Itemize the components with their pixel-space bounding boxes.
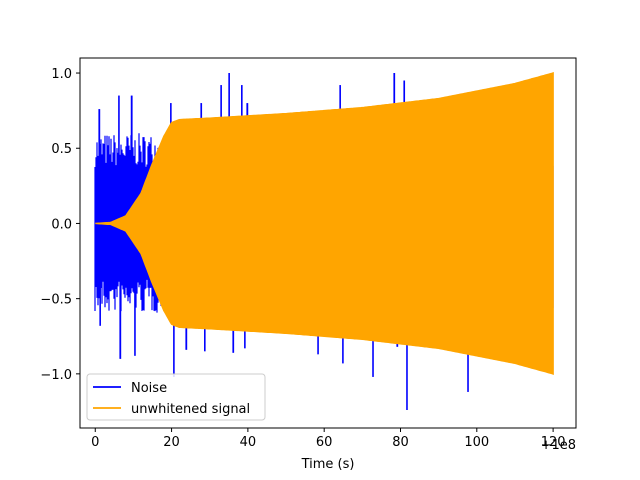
y-tick-label: 1.0 [51, 67, 72, 82]
x-tick-label: 120 [541, 435, 566, 450]
legend-label: Noise [131, 381, 167, 396]
y-tick-label: 0.5 [51, 142, 72, 157]
y-axis: −1.0 −0.5 0.0 0.5 1.0 [40, 67, 80, 383]
x-tick-label: 100 [464, 435, 489, 450]
signal-envelope [95, 71, 554, 375]
x-tick-label: 40 [240, 435, 257, 450]
x-axis: 0 20 40 60 80 100 120 [91, 428, 566, 450]
y-tick-label: −0.5 [40, 293, 72, 308]
x-tick-label: 80 [392, 435, 409, 450]
x-offset-label: +1e8 [541, 438, 576, 453]
x-tick-label: 60 [316, 435, 333, 450]
plot-content [94, 71, 554, 410]
legend: Noise unwhitened signal [86, 373, 266, 421]
x-tick-label: 20 [163, 435, 180, 450]
x-tick-label: 0 [91, 435, 99, 450]
legend-box [86, 373, 266, 421]
legend-label: unwhitened signal [131, 402, 250, 417]
series-1 [95, 71, 554, 375]
y-tick-label: 0.0 [51, 217, 72, 232]
y-tick-label: −1.0 [40, 368, 72, 383]
x-axis-label: Time (s) [301, 457, 355, 472]
plot-frame [79, 57, 577, 429]
